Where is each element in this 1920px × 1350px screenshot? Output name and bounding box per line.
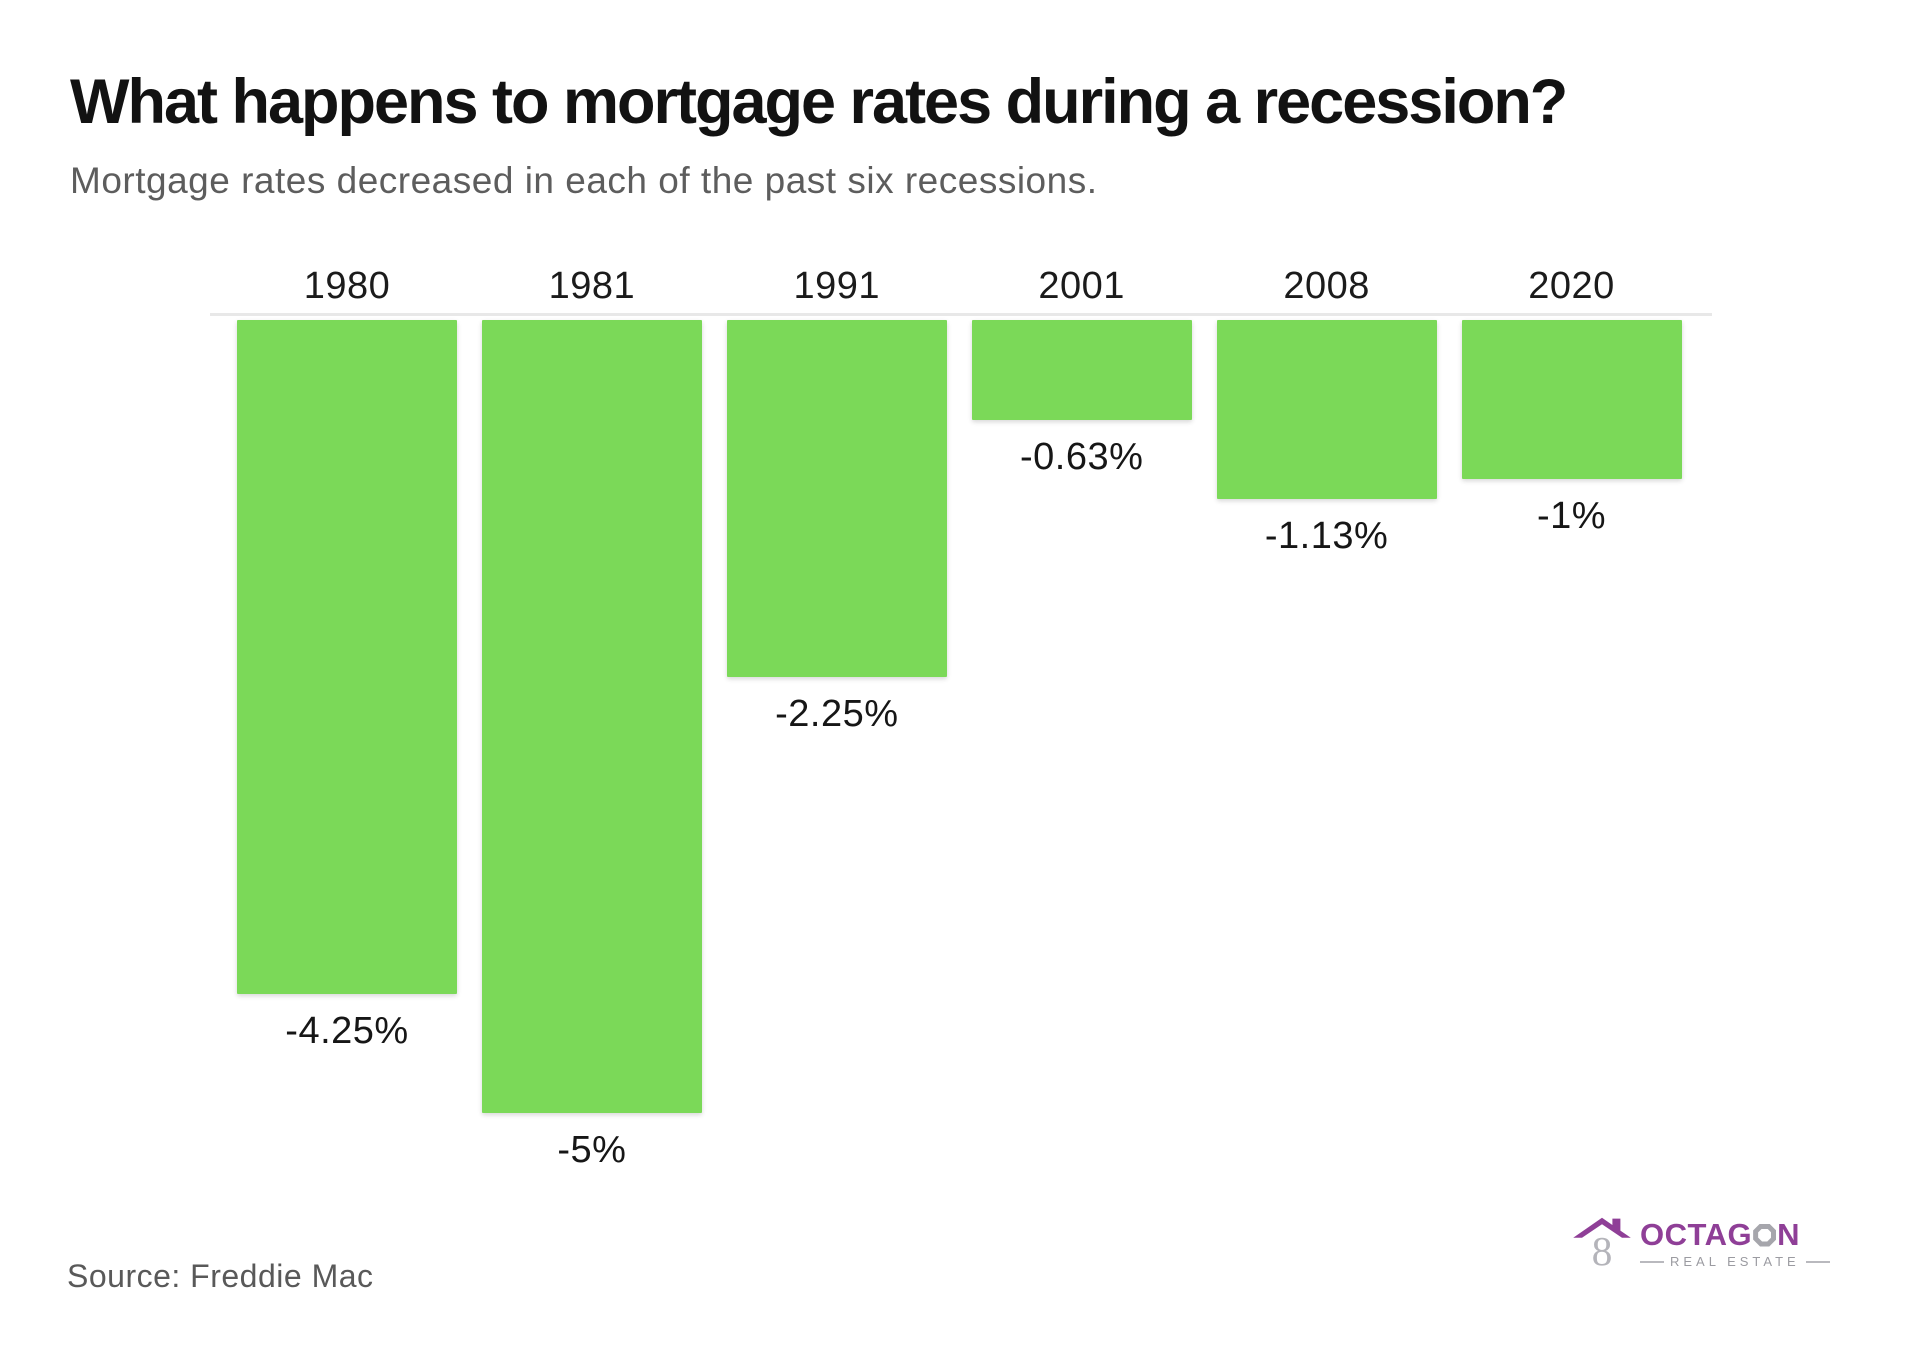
logo-word-start: OCTAG xyxy=(1640,1217,1753,1252)
octagon-o-icon xyxy=(1753,1223,1777,1247)
logo-tagline: REAL ESTATE xyxy=(1640,1254,1830,1269)
value-label: -1.13% xyxy=(1264,515,1389,558)
bar-1980 xyxy=(237,320,457,994)
bar-2008 xyxy=(1216,320,1437,500)
value-label: -2.25% xyxy=(775,692,899,735)
bar-1981 xyxy=(481,320,702,1113)
logo-wordmark: OCTAG N xyxy=(1640,1217,1830,1252)
source-note: Source: Freddie Mac xyxy=(67,1258,374,1294)
value-label: -1% xyxy=(1536,494,1607,537)
bar-2020 xyxy=(1461,320,1682,479)
category-label: 1991 xyxy=(793,265,881,307)
value-label: -4.25% xyxy=(285,1009,409,1052)
house-eight-icon: 8 xyxy=(1573,1217,1631,1270)
logo-word-end: N xyxy=(1777,1217,1801,1252)
chart-subtitle: Mortgage rates decreased in each of the … xyxy=(70,160,1098,201)
category-label: 2020 xyxy=(1528,265,1615,307)
tagline-text: REAL ESTATE xyxy=(1670,1254,1800,1269)
logo-text: OCTAG N REAL ESTATE xyxy=(1640,1212,1830,1269)
bar-2001 xyxy=(971,320,1192,420)
value-label: -0.63% xyxy=(1019,435,1144,478)
category-label: 1980 xyxy=(303,265,391,307)
tagline-rule-right xyxy=(1805,1260,1830,1263)
bar-1991 xyxy=(726,320,947,677)
octagon-logo: 8 OCTAG N REAL ESTATE xyxy=(1570,1212,1830,1270)
eight-glyph: 8 xyxy=(1592,1228,1613,1270)
category-label: 2001 xyxy=(1038,265,1125,307)
category-label: 2008 xyxy=(1283,265,1370,307)
roof-shape xyxy=(1573,1217,1631,1238)
tagline-rule-left xyxy=(1640,1260,1664,1263)
category-label: 1981 xyxy=(548,265,636,307)
zero-axis-line xyxy=(210,313,1712,316)
chart-title: What happens to mortgage rates during a … xyxy=(70,67,1568,137)
value-label: -5% xyxy=(557,1128,627,1171)
